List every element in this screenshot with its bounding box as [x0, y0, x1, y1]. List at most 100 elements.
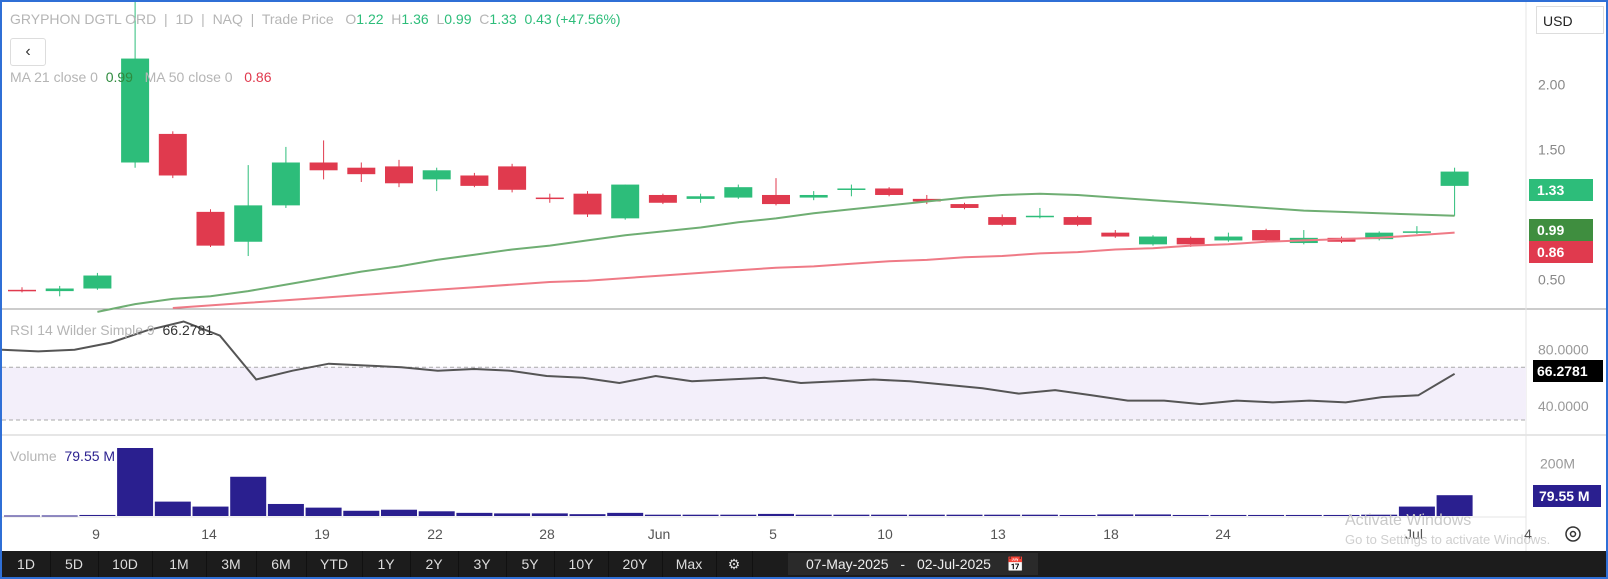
last-price-tag: 1.33 — [1529, 179, 1593, 201]
volume-bar — [1059, 514, 1096, 516]
volume-legend-value: 79.55 M — [64, 448, 116, 464]
range-button-3y[interactable]: 3Y — [458, 551, 507, 577]
time-axis-tick: 5 — [769, 526, 777, 542]
candle-body — [988, 217, 1017, 225]
time-axis-tick: 4 — [1524, 526, 1532, 542]
symbol-name: GRYPHON DGTL ORD — [10, 11, 157, 27]
range-button-10y[interactable]: 10Y — [554, 551, 609, 577]
price-type-label: Trade Price — [261, 11, 334, 27]
volume-bar — [79, 514, 116, 516]
time-axis-tick: 24 — [1215, 526, 1231, 542]
high-value: 1.36 — [401, 11, 429, 27]
range-button-1y[interactable]: 1Y — [362, 551, 411, 577]
back-button[interactable]: ‹ — [10, 38, 46, 66]
candle-body — [8, 289, 36, 292]
currency-value: USD — [1543, 13, 1573, 29]
candle-body — [45, 288, 74, 292]
candle-body — [573, 193, 602, 215]
candle-body — [158, 133, 187, 176]
range-button-1d[interactable]: 1D — [2, 551, 51, 577]
volume-bar — [569, 514, 606, 516]
open-value: 1.22 — [356, 11, 384, 27]
volume-bar — [230, 476, 267, 516]
volume-bar — [720, 514, 757, 516]
candle-body — [611, 184, 640, 219]
range-button-20y[interactable]: 20Y — [608, 551, 663, 577]
volume-bar — [908, 514, 945, 516]
volume-bar — [607, 512, 644, 516]
volume-bar — [1135, 514, 1171, 516]
candle-body — [1139, 236, 1167, 245]
low-value: 0.99 — [444, 11, 472, 27]
volume-bar — [267, 503, 304, 516]
candle-body — [686, 196, 715, 199]
range-button-2y[interactable]: 2Y — [410, 551, 459, 577]
low-label: L — [436, 11, 445, 27]
candle-body — [460, 175, 489, 186]
volume-price-tag: 79.55 M — [1533, 485, 1601, 507]
rsi-label: RSI 14 Wilder Simple 9 — [10, 322, 155, 338]
range-button-max[interactable]: Max — [662, 551, 717, 577]
volume-bar — [154, 501, 191, 516]
candle-body — [1252, 230, 1281, 241]
volume-bar — [1361, 514, 1398, 516]
volume-bar — [418, 511, 455, 516]
price-axis-tick: 1.50 — [1538, 142, 1565, 158]
calendar-icon[interactable]: 📅 — [1006, 556, 1025, 572]
candle-body — [950, 204, 979, 208]
date-separator: - — [900, 556, 906, 572]
candle-body — [912, 198, 941, 202]
interval-label: 1D — [175, 11, 194, 27]
gear-icon[interactable]: ⚙ — [716, 551, 753, 577]
range-button-10d[interactable]: 10D — [98, 551, 153, 577]
candle-body — [196, 211, 225, 246]
exchange-label: NAQ — [212, 11, 243, 27]
candle-body — [121, 58, 150, 163]
volume-bar — [833, 514, 870, 516]
chart-header: GRYPHON DGTL ORD | 1D | NAQ | Trade Pric… — [10, 11, 621, 27]
close-label: C — [479, 11, 490, 27]
ma21-price-tag: 0.99 — [1529, 219, 1593, 241]
range-button-ytd[interactable]: YTD — [306, 551, 363, 577]
volume-bar — [1436, 495, 1473, 516]
ma50-price-tag: 0.86 — [1529, 241, 1593, 263]
candle-body — [309, 162, 338, 171]
volume-bar — [1021, 514, 1058, 516]
candle-body — [1365, 232, 1394, 240]
range-button-6m[interactable]: 6M — [256, 551, 307, 577]
ma50-value: 0.86 — [244, 69, 272, 85]
price-axis-tick: 0.50 — [1538, 271, 1565, 287]
candle-body — [1440, 171, 1469, 186]
range-button-5y[interactable]: 5Y — [506, 551, 555, 577]
volume-legend: Volume 79.55 M — [10, 448, 115, 464]
volume-bar — [644, 514, 681, 516]
candle-body — [234, 205, 263, 242]
ma21-label: MA 21 close 0 — [10, 69, 98, 85]
chart-canvas[interactable]: 2.502.001.500.5080.000040.0000200M914192… — [2, 2, 1606, 551]
candle-body — [648, 194, 677, 203]
activate-windows-title: Activate Windows — [1345, 512, 1472, 529]
candle-body — [535, 197, 564, 200]
range-button-5d[interactable]: 5D — [50, 551, 99, 577]
candle-body — [271, 162, 300, 206]
candle-body — [875, 188, 904, 195]
candle-body — [762, 194, 790, 205]
range-button-3m[interactable]: 3M — [206, 551, 257, 577]
volume-bar — [1097, 514, 1134, 516]
ma21-value: 0.99 — [105, 69, 133, 85]
rsi-band — [2, 367, 1526, 420]
date-range-picker[interactable]: 07-May-2025 - 02-Jul-2025 📅 — [788, 553, 1038, 575]
candle-body — [799, 194, 828, 198]
time-axis-tick: 28 — [539, 526, 555, 542]
volume-bar — [4, 515, 40, 517]
range-button-1m[interactable]: 1M — [152, 551, 207, 577]
ma-legend: MA 21 close 0 0.99 MA 50 close 0 0.86 — [10, 69, 272, 85]
candle-body — [1101, 232, 1130, 237]
chart-settings-icon[interactable] — [1562, 523, 1584, 545]
candle-body — [1176, 237, 1205, 245]
volume-bar — [1323, 514, 1360, 516]
currency-select[interactable]: USD — [1536, 6, 1604, 34]
candle-body — [724, 187, 753, 198]
volume-bar — [381, 509, 417, 516]
volume-bar — [946, 514, 983, 516]
